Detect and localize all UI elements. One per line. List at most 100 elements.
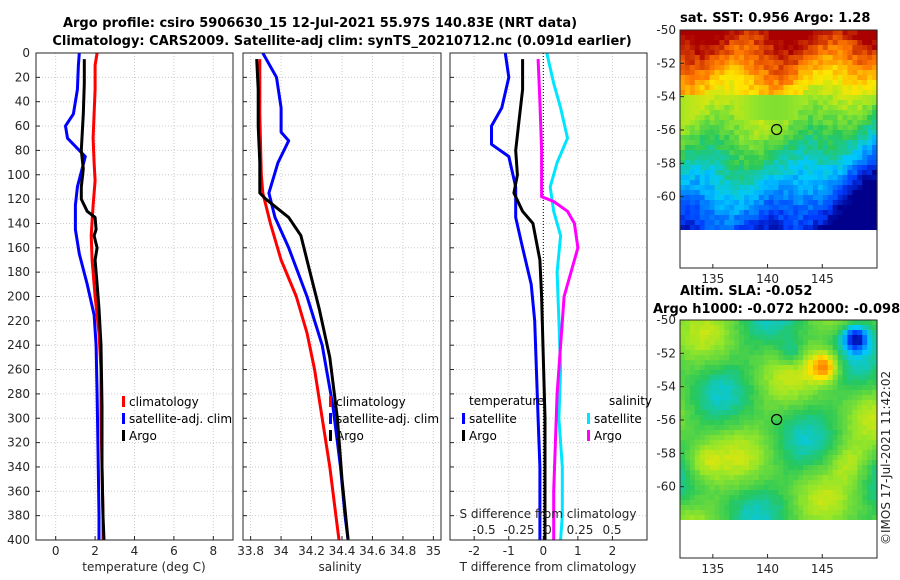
map-cell [680,430,686,436]
map-cell [753,380,760,386]
map-cell [729,335,735,341]
map-cell [763,40,770,46]
map-cell [709,170,716,176]
map-cell [734,175,740,181]
map-cell [753,155,760,161]
map-cell [832,410,839,416]
xtick-label: 34.8 [390,544,417,558]
map-cell [753,330,760,336]
map-cell [867,480,873,486]
map-cell [680,155,686,161]
map-cell [739,90,745,96]
map-cell [867,470,873,476]
map-cell [798,485,804,491]
map-cell [778,110,785,116]
map-cell [729,75,735,81]
map-cell [867,125,873,131]
map-cell [719,185,725,191]
map-cell [748,150,755,156]
map-cell [867,215,873,221]
map-cell [748,145,755,151]
map-cell [729,460,735,466]
map-cell [862,325,868,331]
map-cell [783,125,789,131]
map-cell [812,405,819,411]
map-cell [739,130,745,136]
map-cell [837,395,844,401]
map-cell [689,430,696,436]
map-cell [763,330,770,336]
map-cell [862,155,868,161]
map-cell [778,505,785,511]
map-cell [689,150,696,156]
map-cell [724,165,730,171]
map-cell [680,205,686,211]
map-cell [724,485,730,491]
map-cell [768,390,775,396]
map-cell [748,320,755,326]
map-cell [842,50,849,56]
map-cell [793,105,799,111]
map-cell [783,70,789,76]
map-cell [758,385,765,391]
map-cell [753,190,760,196]
map-cell [867,210,873,216]
map-cell [847,175,853,181]
map-cell [689,400,696,406]
map-cell [817,430,824,436]
map-cell [719,135,725,141]
map-cell [837,345,844,351]
map-cell [753,160,760,166]
map-cell [803,90,809,96]
map-cell [694,165,701,171]
map-cell [689,405,696,411]
map-cell [812,175,819,181]
map-cell [783,425,789,431]
map-cell [744,105,750,111]
map-cell [748,225,755,231]
map-cell [714,345,720,351]
map-cell [704,130,711,136]
map-cell [699,165,706,171]
map-cell [744,370,750,376]
map-cell [734,160,740,166]
map-cell [837,330,844,336]
map-cell [709,120,716,126]
map-cell [793,385,799,391]
map-cell [793,215,799,221]
map-cell [847,395,853,401]
map-cell [709,110,716,116]
map-cell [739,415,745,421]
map-cell [739,325,745,331]
map-cell [758,140,765,146]
map-cell [734,510,740,516]
map-cell [788,95,794,101]
map-cell [827,90,834,96]
map-cell [817,365,824,371]
map-cell [719,475,725,481]
map-cell [857,515,863,521]
map-cell [778,60,785,66]
map-cell [719,65,725,71]
map-cell [822,40,829,46]
map-cell [739,215,745,221]
map-cell [847,135,853,141]
map-cell [812,75,819,81]
map-cell [827,190,834,196]
map-cell [694,350,701,356]
map-cell [773,345,780,351]
map-cell [773,435,780,441]
map-cell [803,475,809,481]
map-cell [778,100,785,106]
map-cell [847,320,853,326]
map-cell [684,175,691,181]
map-cell [729,130,735,136]
map-cell [739,210,745,216]
map-cell [758,125,765,131]
map-cell [753,40,760,46]
map-cell [857,105,863,111]
map-cell [758,110,765,116]
map-cell [798,345,804,351]
map-cell [788,360,794,366]
map-cell [793,380,799,386]
